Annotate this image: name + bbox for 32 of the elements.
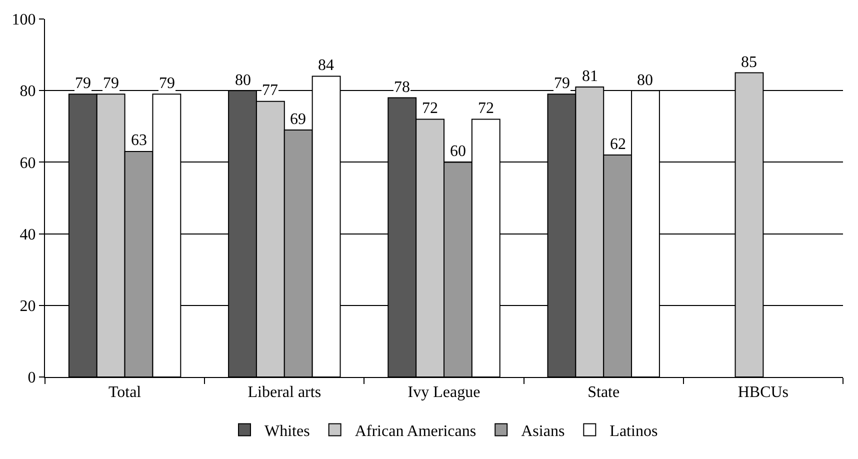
legend-label: Asians xyxy=(521,422,565,440)
legend-label: African Americans xyxy=(354,422,476,440)
data-label: 81 xyxy=(582,68,598,85)
data-label: 72 xyxy=(478,100,494,117)
y-tick-label: 100 xyxy=(12,12,36,29)
data-label: 77 xyxy=(262,82,278,99)
x-tick-label: Liberal arts xyxy=(248,384,322,402)
data-label: 84 xyxy=(318,57,334,74)
y-tick-label: 20 xyxy=(20,298,36,315)
data-label: 79 xyxy=(75,75,91,92)
data-label: 79 xyxy=(159,75,175,92)
data-label: 80 xyxy=(637,72,653,89)
data-label: 85 xyxy=(741,54,757,71)
x-tick-label: HBCUs xyxy=(738,384,789,402)
x-tick-label: Total xyxy=(108,384,142,402)
data-label: 79 xyxy=(103,75,119,92)
x-tick-label: Ivy League xyxy=(408,384,480,402)
legend-label: Whites xyxy=(264,422,310,440)
y-tick-label: 0 xyxy=(28,370,36,387)
data-label: 80 xyxy=(235,72,251,89)
data-label: 79 xyxy=(554,75,570,92)
y-tick-label: 40 xyxy=(20,226,36,244)
y-tick-label: 60 xyxy=(20,154,36,172)
data-label: 69 xyxy=(290,111,306,128)
data-label: 78 xyxy=(394,79,410,96)
y-tick-label: 80 xyxy=(20,83,36,100)
data-label: 60 xyxy=(450,143,466,160)
data-label: 63 xyxy=(131,132,147,149)
data-label: 72 xyxy=(422,100,438,117)
legend-label: Latinos xyxy=(610,422,658,440)
x-tick-label: State xyxy=(588,384,620,402)
data-label: 62 xyxy=(610,136,626,153)
